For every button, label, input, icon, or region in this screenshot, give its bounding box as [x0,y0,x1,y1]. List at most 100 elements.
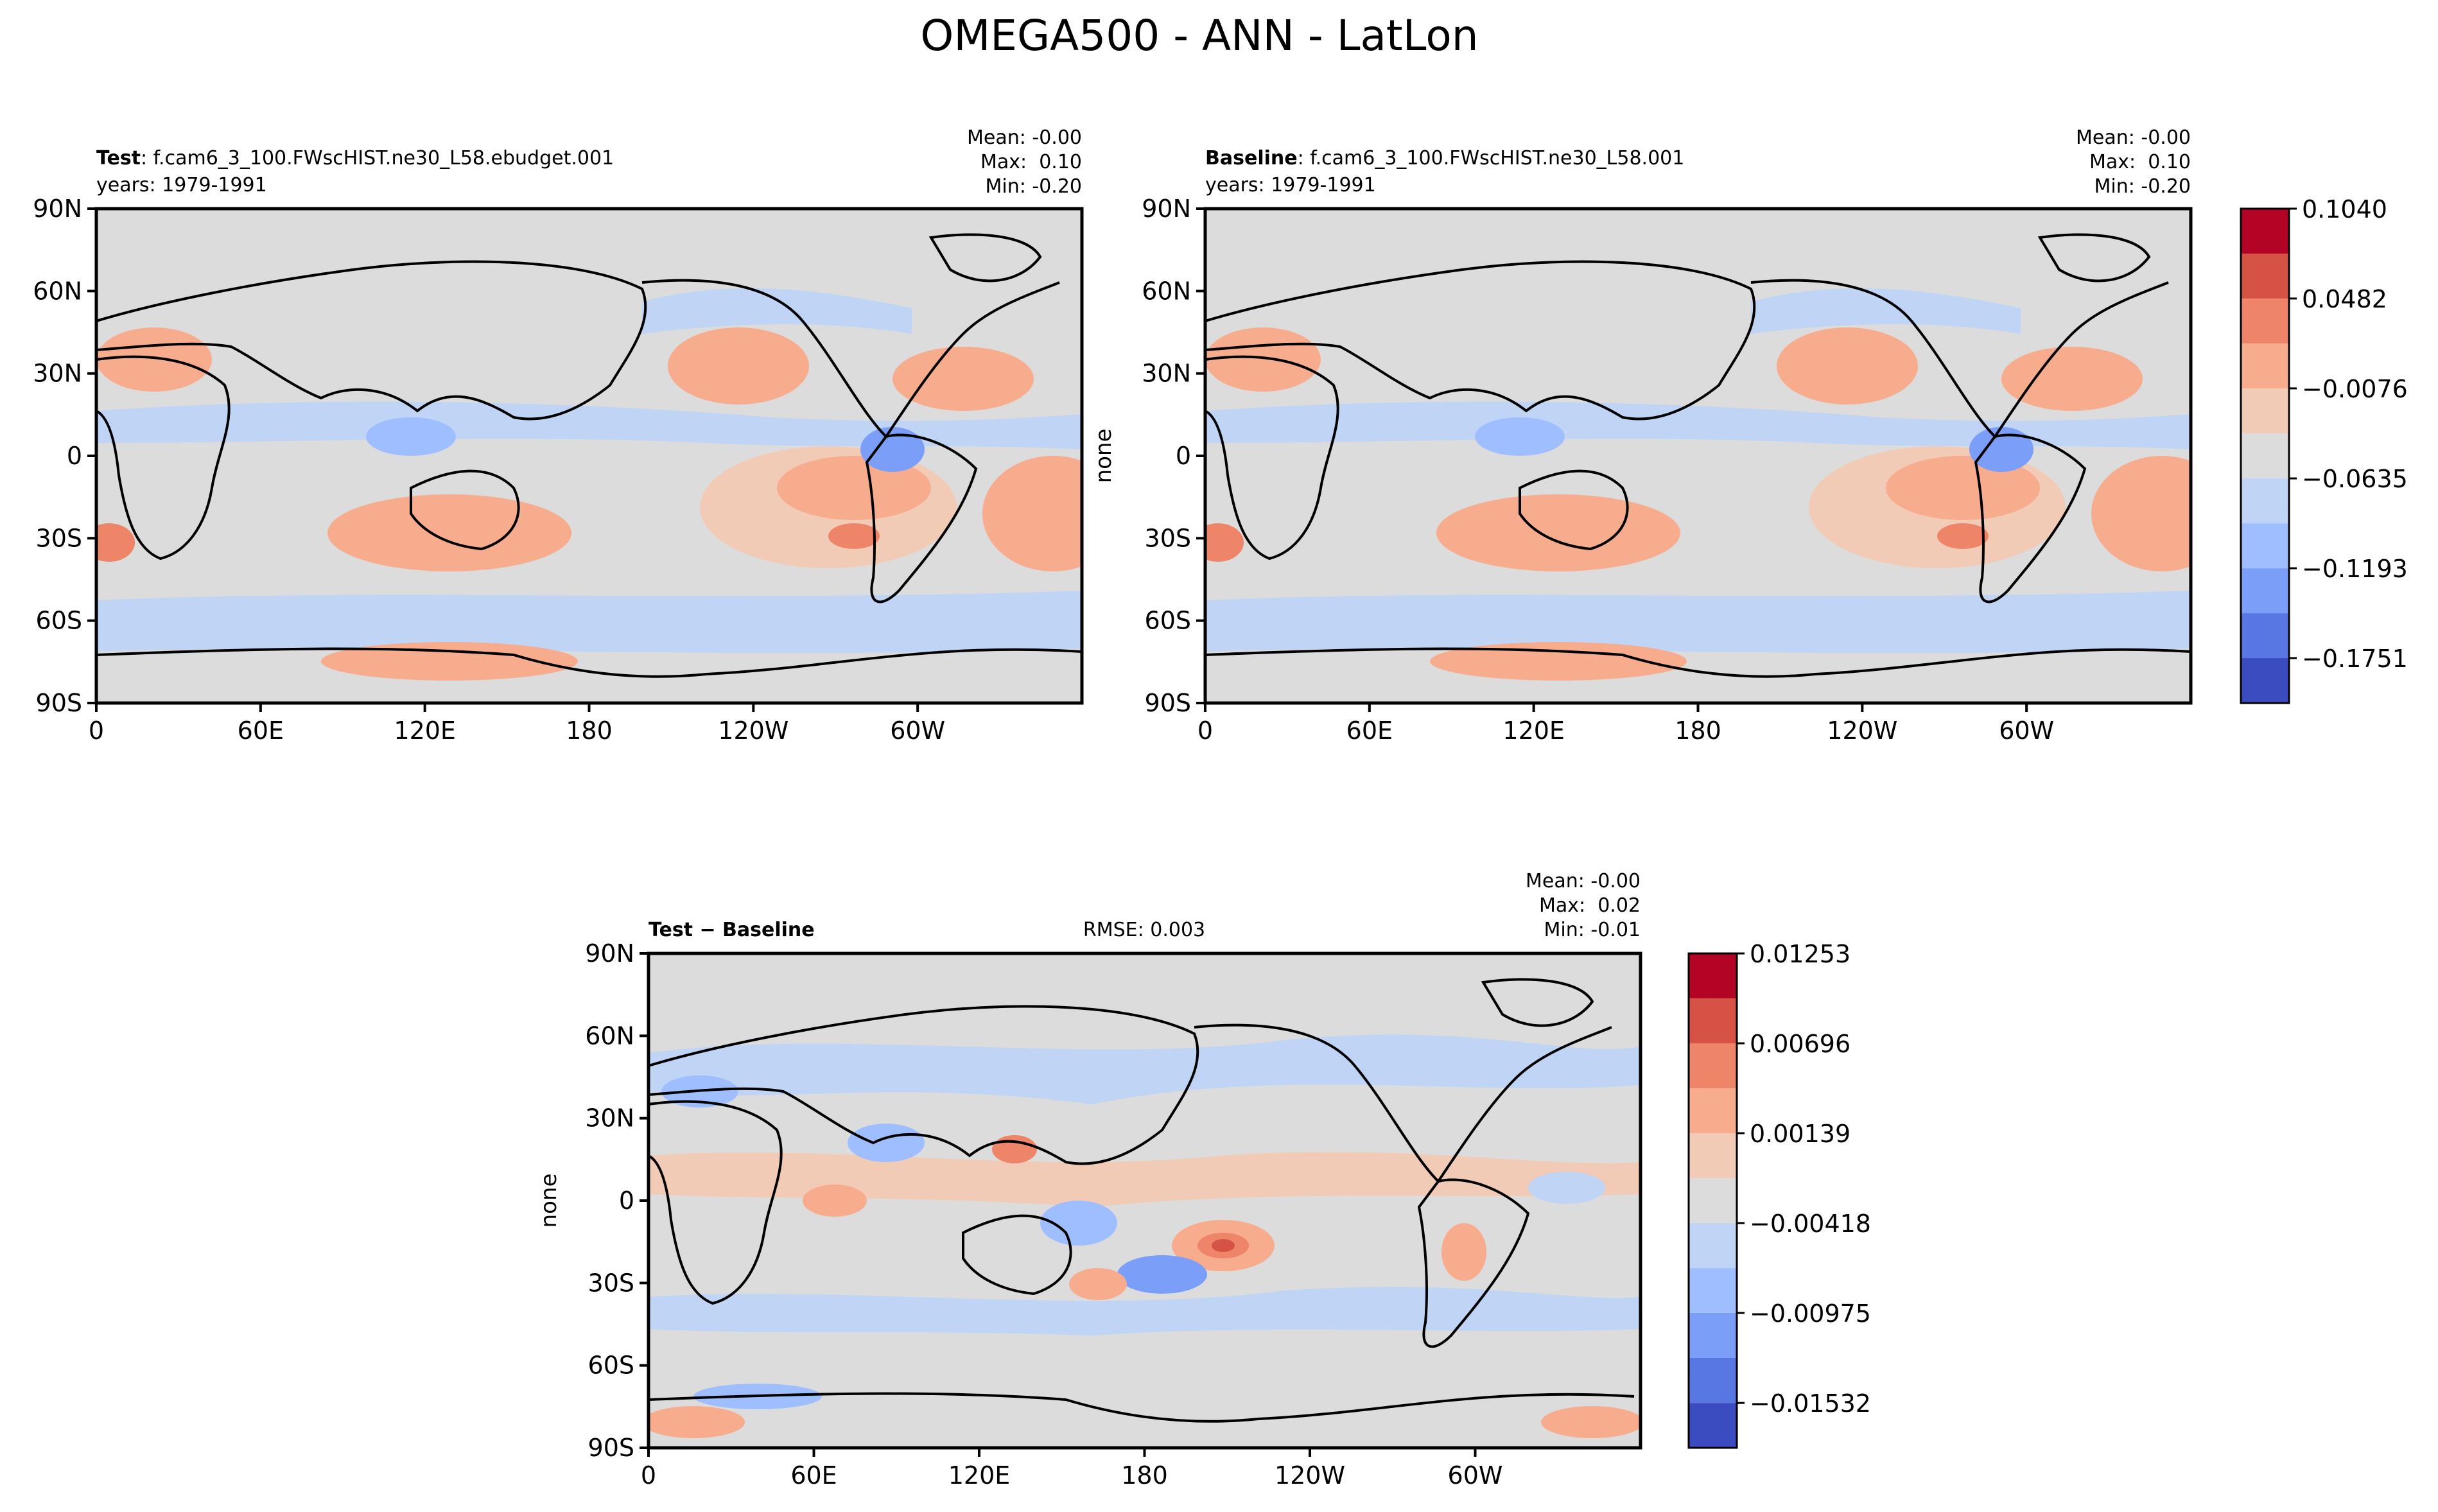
main-colorbar-swatch [2241,568,2289,614]
diff-coast-africa [649,1100,783,1305]
diff-colorbar-swatch [1689,1178,1737,1223]
test-lat-tick-label: 60S [36,607,82,635]
diff-lat-tick-label: 0 [619,1186,634,1215]
test-lat-axis: 90N 60N 30N 0 30S 60S 90S [33,195,96,717]
diff-colorbar-swatch [1689,1222,1737,1269]
baseline-band-storm-north [1751,288,2021,334]
main-colorbar-tick-label: −0.1751 [2302,645,2408,673]
test-coast-africa [96,355,231,560]
diff-colorbar-tick-label: 0.00139 [1750,1120,1850,1148]
baseline-coast-eurasia [1205,260,1756,421]
baseline-lat-tick-label: 30S [1145,524,1191,552]
colorbar-diff-frame [1687,952,1738,1449]
baseline-high-atlantic-south [2091,456,2191,571]
main-colorbar-swatch [2241,298,2289,343]
test-lon-axis: 0 60E 120E 180 120W 60W [89,703,945,745]
diff-colorbar-tick-label: −0.00418 [1750,1210,1871,1238]
test-lat-tick-label: 30S [36,524,82,552]
test-lon-tick-label: 180 [566,717,613,745]
main-colorbar-tick-label: −0.1193 [2302,555,2408,583]
baseline-low-warm-pool [1475,417,1565,456]
panel-baseline: Baseline: f.cam6_3_100.FWscHIST.ne30_L58… [1091,126,2193,745]
diff-lon-tick-label: 60W [1448,1461,1503,1490]
diff-colorbar-tick-label: −0.00975 [1750,1299,1871,1328]
diff-colorbar-swatch [1689,1133,1737,1179]
baseline-lat-tick-label: 30N [1142,360,1191,388]
diff-min: Min: -0.01 [1544,919,1641,941]
diff-coast-north-america [1194,1023,1612,1184]
baseline-band-storm-south [1205,591,2191,654]
diff-coast-eurasia [649,1005,1199,1165]
baseline-lon-tick-label: 120W [1827,717,1897,745]
diff-high-south-america [1441,1223,1486,1281]
baseline-min: Min: -0.20 [2094,175,2191,198]
main-colorbar-tick-label: −0.0076 [2302,375,2408,403]
diff-lat-axis: 90N 60N 30N 0 30S 60S 90S [585,939,649,1462]
diff-lat-tick-label: 90S [588,1434,634,1462]
diff-lon-tick-label: 0 [641,1461,656,1490]
baseline-high-south-africa [1205,523,1244,562]
colorbar-main-swatches [2241,209,2289,703]
main-colorbar-tick-label: −0.0635 [2302,465,2408,493]
diff-band-tropics [649,1152,1641,1207]
test-max: Max: 0.10 [980,151,1082,173]
main-colorbar-tick-label: 0.1040 [2302,195,2387,223]
diff-lon-tick-label: 180 [1121,1461,1168,1490]
baseline-lat-axis: 90N 60N 30N 0 30S 60S 90S [1142,195,1205,717]
baseline-band-itcz [1205,401,2191,449]
colorbar-diff-ticks: 0.01253 0.00696 0.00139 −0.00418 −0.00975 −0.… [1737,940,1871,1418]
test-label-rest: : f.cam6_3_100.FWscHIST.ne30_L58.ebudget… [141,147,614,169]
baseline-coast-north-america [1750,279,2169,439]
test-coast-antarctica [96,647,1082,678]
diff-lat-tick-label: 30N [585,1104,634,1133]
test-min: Min: -0.20 [986,175,1083,198]
test-coast-south-america [865,433,978,604]
main-colorbar-swatch [2241,523,2289,569]
test-label: Test: f.cam6_3_100.FWscHIST.ne30_L58.ebu… [96,147,614,169]
baseline-coast-antarctica [1205,647,2191,678]
main-colorbar-swatch [2241,253,2289,299]
baseline-coast-greenland [2037,233,2151,282]
diff-low-atlantic [1528,1172,1605,1204]
test-high-atlantic-south [982,456,1082,571]
diff-coast-greenland [1481,978,1594,1027]
diff-low-spcz [1117,1255,1207,1294]
diff-coast-australia [962,1214,1072,1296]
test-high-sahara [96,327,212,392]
colorbar-main: 0.1040 0.0482 −0.0076 −0.0635 −0.1193 −0.1751 [2240,195,2408,704]
baseline-lon-tick-label: 120E [1502,717,1565,745]
diff-lat-tick-label: 60N [585,1021,634,1050]
colorbar-diff-swatches [1689,953,1737,1448]
panel-diff: Test − Baseline RMSE: 0.003 Mean: -0.00 … [536,870,1642,1490]
diff-low-warm-pool [1040,1201,1117,1246]
diff-lon-tick-label: 120E [948,1461,1011,1490]
test-lat-tick-label: 60N [33,277,82,305]
baseline-lat-tick-label: 60S [1145,607,1191,635]
diff-label: Test − Baseline [649,919,815,941]
diff-band-north [649,1034,1641,1104]
test-coast-eurasia [96,260,647,421]
test-high-indian-south [327,494,571,571]
main-colorbar-swatch [2241,478,2289,524]
baseline-coastlines [1205,233,2191,678]
baseline-high-pacific-north [1777,327,1918,404]
main-colorbar-swatch [2241,209,2289,254]
baseline-mean: Mean: -0.00 [2076,126,2191,149]
diff-high-antarctic-east [1541,1406,1641,1438]
baseline-coast-south-america [1974,433,2087,604]
main-colorbar-tick-label: 0.0482 [2302,285,2387,313]
diff-colorbar-swatch [1689,998,1737,1043]
diff-lat-tick-label: 90N [585,939,634,968]
baseline-label-rest: : f.cam6_3_100.FWscHIST.ne30_L58.001 [1298,147,1685,169]
baseline-lon-axis: 0 60E 120E 180 120W 60W [1197,703,2054,745]
test-band-itcz [96,401,1082,449]
diff-rmse: RMSE: 0.003 [1083,919,1205,941]
baseline-coast-australia [1519,469,1629,551]
main-colorbar-swatch [2241,388,2289,433]
test-high-andes [828,523,880,549]
diff-high-antarctic-west [649,1406,745,1438]
test-coast-australia [410,469,520,551]
baseline-label-bold: Baseline [1205,147,1298,169]
test-lat-tick-label: 0 [67,442,82,470]
